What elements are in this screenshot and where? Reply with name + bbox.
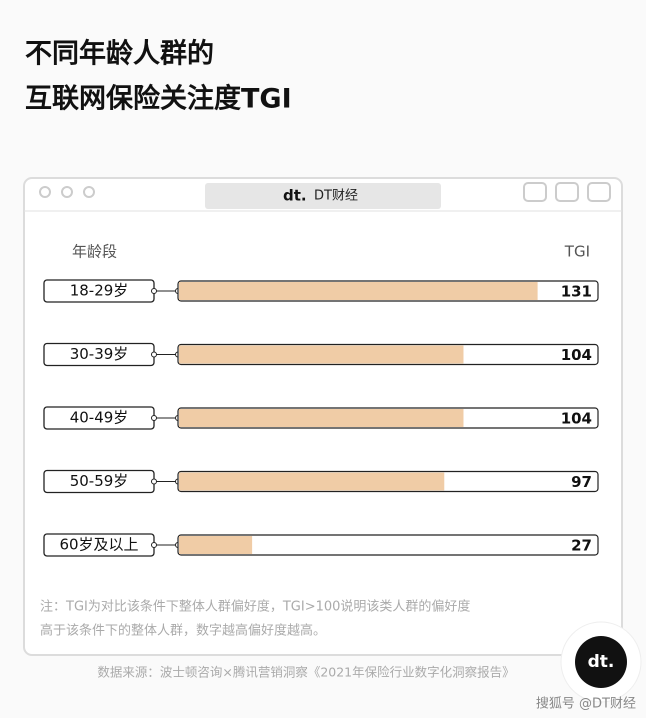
category-label: 40-49岁 [70,409,129,427]
value-label: 131 [561,283,592,301]
connector-dot [151,478,157,485]
note-line: 注：TGI为对比该条件下整体人群偏好度，TGI>100说明该类人群的偏好度 [40,599,470,615]
window-icon [523,182,547,202]
value-label: 27 [571,537,592,555]
category-label: 18-29岁 [70,282,129,300]
value-header: TGI [564,243,590,261]
connector-dot [151,415,157,421]
window-icon [587,182,611,202]
bar [179,345,464,364]
title-line: 互联网保险关注度TGI [25,83,292,115]
logo-badge [575,636,627,688]
value-label: 104 [561,410,592,428]
category-header: 年龄段 [72,243,117,261]
window-title-bar [205,183,441,209]
window-title: DT财经 [314,189,358,204]
credit: 搜狐号 @DT财经 [536,697,636,712]
connector-dot [151,351,157,358]
value-label: 104 [561,346,592,364]
window-icon [555,182,579,202]
source: 数据来源：波士顿咨询×腾讯营销洞察《2021年保险行业数字化洞察报告》 [97,665,514,680]
category-label: 30-39岁 [70,345,129,363]
bar-track [177,534,599,556]
window-logo: dt. [283,187,307,205]
category-label: 60岁及以上 [59,536,138,554]
title-line: 不同年龄人群的 [25,38,214,70]
bar [179,536,253,554]
category-label: 50-59岁 [70,472,129,490]
window-button [39,186,51,198]
connector-dot [151,288,157,294]
connector-dot [151,542,157,548]
value-label: 97 [571,473,592,491]
note-line: 高于该条件下的整体人群，数字越高偏好度越高。 [40,623,326,639]
bar [179,282,538,300]
bar [179,472,445,491]
window-button [61,186,73,198]
logo-text: dt. [588,652,615,672]
window-button [83,186,95,198]
bar [179,409,464,427]
